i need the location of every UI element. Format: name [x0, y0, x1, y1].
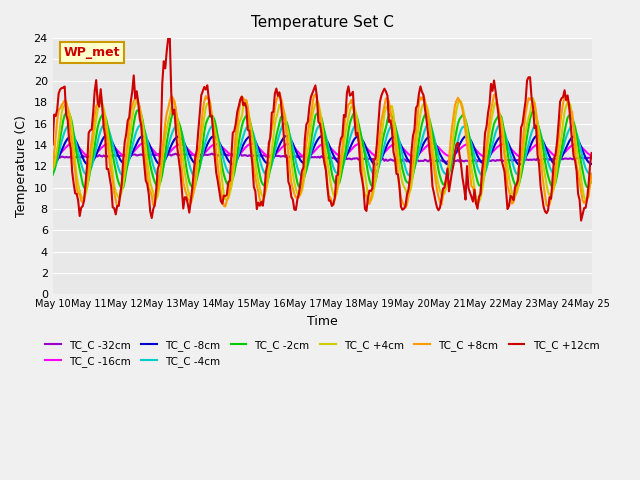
Title: Temperature Set C: Temperature Set C — [251, 15, 394, 30]
Text: WP_met: WP_met — [63, 46, 120, 59]
Legend: TC_C -32cm, TC_C -16cm, TC_C -8cm, TC_C -4cm, TC_C -2cm, TC_C +4cm, TC_C +8cm, T: TC_C -32cm, TC_C -16cm, TC_C -8cm, TC_C … — [41, 336, 604, 371]
X-axis label: Time: Time — [307, 315, 337, 328]
Y-axis label: Temperature (C): Temperature (C) — [15, 115, 28, 217]
